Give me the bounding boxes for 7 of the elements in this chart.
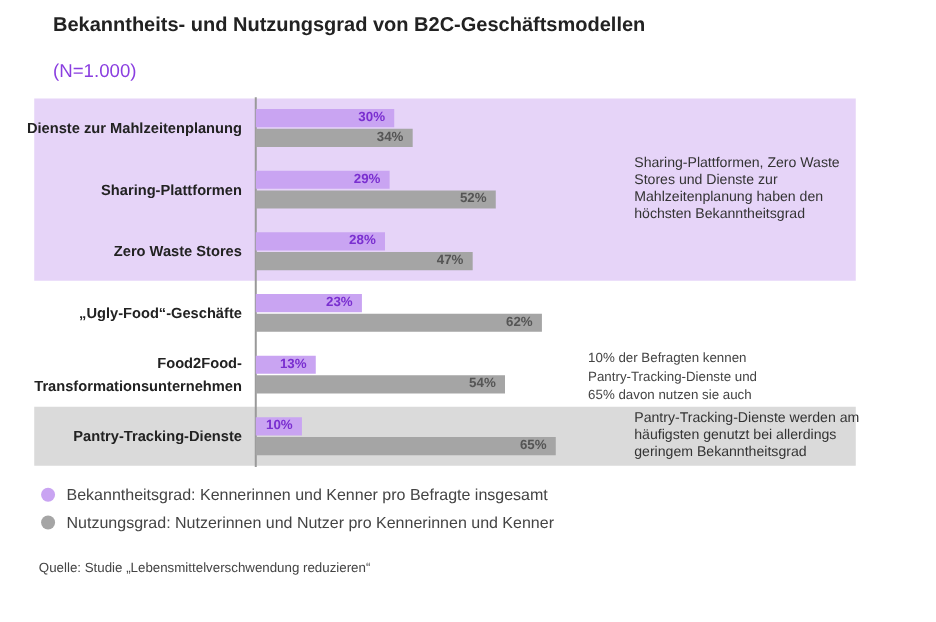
legend-label: Nutzungsgrad: Nutzerinnen und Nutzer pro Kennerinnen und Kenner <box>66 513 555 532</box>
chart-title: Bekanntheits- und Nutzungsgrad von B2C-Geschäftsmodellen <box>53 15 646 37</box>
legend-label: Bekanntheitsgrad: Kennerinnen und Kenner pro Befragte insgesamt <box>66 485 550 504</box>
bar <box>255 109 395 128</box>
text: (N=1.000) <box>53 61 137 81</box>
bar <box>255 232 385 251</box>
bar <box>255 170 390 189</box>
